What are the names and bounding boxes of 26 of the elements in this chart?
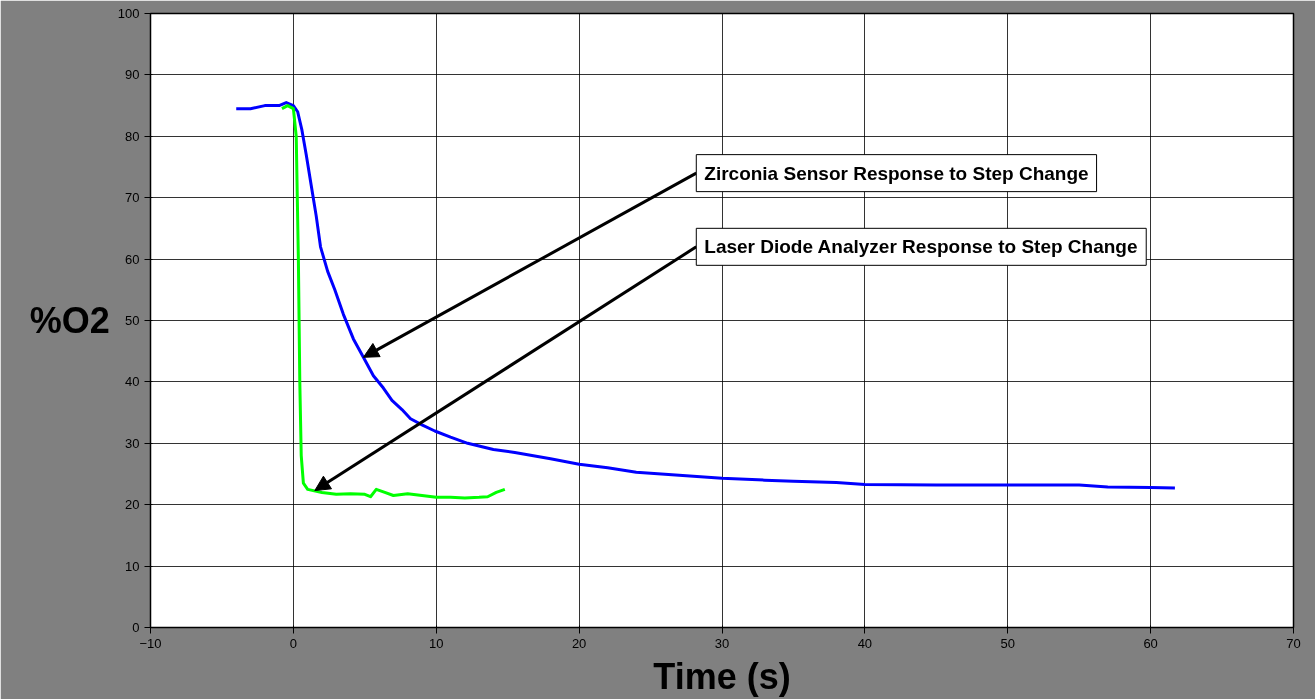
- y-tick-label: 100: [117, 6, 140, 21]
- annotation: Laser Diode Analyzer Response to Step Change: [704, 236, 1138, 258]
- y-axis-title: %O2: [29, 300, 110, 341]
- y-tick-label: 60: [125, 251, 140, 267]
- x-tick-label: 60: [1143, 635, 1158, 651]
- y-tick-label: 40: [125, 374, 140, 390]
- y-tick-label: 10: [125, 558, 140, 574]
- y-tick-label: 0: [132, 620, 140, 635]
- y-tick-label: 70: [125, 190, 140, 206]
- y-tick-label: 80: [125, 128, 140, 144]
- x-tick-label: −10: [139, 635, 162, 651]
- x-axis-title: Time (s): [653, 655, 791, 697]
- y-tick-label: 50: [125, 313, 140, 328]
- x-tick-label: 40: [857, 635, 873, 651]
- y-tick-label: 90: [125, 67, 140, 83]
- x-tick-label: 20: [571, 635, 587, 651]
- annotation: Zirconia Sensor Response to Step Change: [704, 162, 1089, 184]
- x-tick-label: 0: [289, 635, 297, 651]
- y-tick-label: 30: [125, 435, 140, 451]
- x-tick-label: 30: [714, 635, 730, 651]
- line-series: [280, 104, 507, 500]
- y-tick-label: 20: [125, 497, 140, 513]
- x-tick-label: 70: [1286, 635, 1301, 651]
- x-tick-label: 10: [429, 635, 444, 651]
- line-series: [234, 101, 1177, 490]
- x-tick-label: 50: [1000, 635, 1015, 651]
